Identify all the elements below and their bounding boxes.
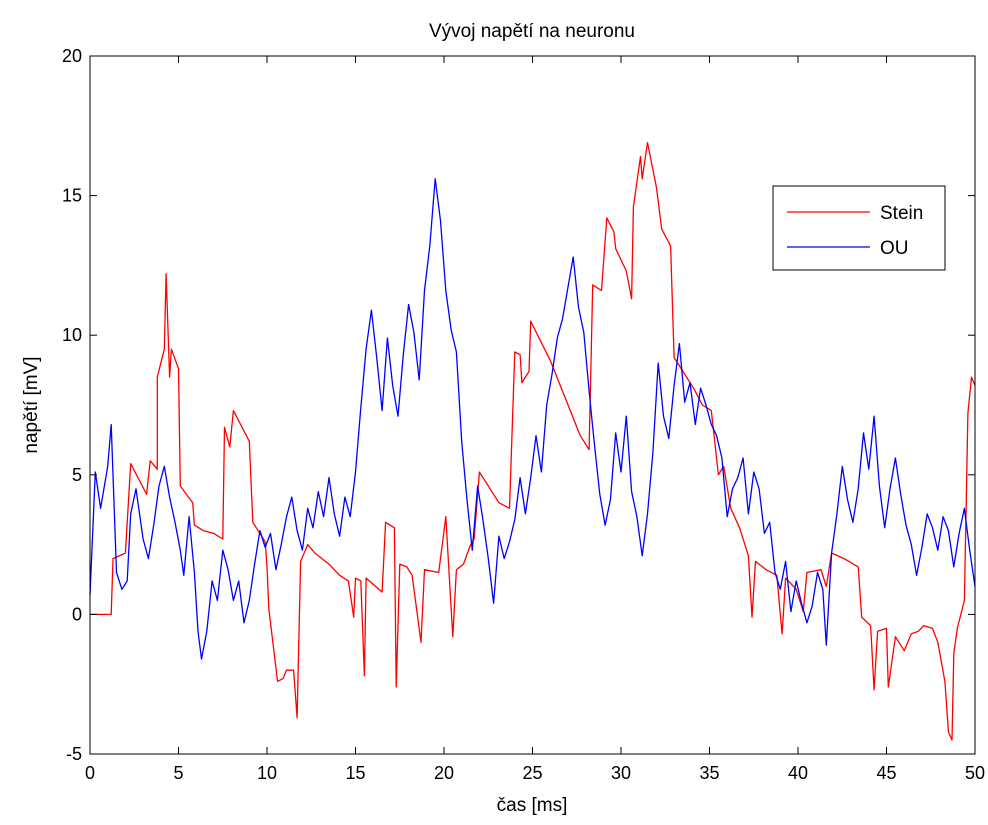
- x-tick-label: 35: [699, 763, 719, 783]
- x-tick-label: 25: [522, 763, 542, 783]
- series-layer: [89, 141, 976, 741]
- series-line-stein: [90, 141, 976, 741]
- x-tick-label: 5: [173, 763, 183, 783]
- y-tick-label: 20: [62, 46, 82, 66]
- chart-title: Vývoj napětí na neuronu: [429, 21, 635, 42]
- legend: Stein OU: [772, 185, 946, 271]
- y-tick-label: 5: [72, 465, 82, 485]
- x-tick-label: 45: [876, 763, 896, 783]
- y-tick-label: 0: [72, 604, 82, 624]
- legend-label-stein: Stein: [880, 203, 923, 224]
- x-tick-label: 15: [345, 763, 365, 783]
- x-tick-label: 10: [257, 763, 277, 783]
- plot-area: [90, 56, 975, 754]
- y-tick-label: 15: [62, 186, 82, 206]
- series-line-ou: [89, 178, 976, 660]
- x-tick-label: 20: [434, 763, 454, 783]
- x-axis-title: čas [ms]: [497, 795, 568, 816]
- y-tick-label: 10: [62, 325, 82, 345]
- x-ticks: 0 5 10 15 20 25 30 35 40 45 50: [85, 56, 985, 783]
- x-tick-label: 30: [611, 763, 631, 783]
- y-tick-label: -5: [66, 744, 82, 764]
- legend-box: [772, 185, 946, 271]
- x-tick-label: 40: [788, 763, 808, 783]
- y-ticks: -5 0 5 10 15 20: [62, 46, 975, 764]
- y-axis-title: napětí [mV]: [21, 356, 42, 453]
- legend-label-ou: OU: [880, 238, 909, 259]
- x-tick-label: 50: [965, 763, 985, 783]
- x-tick-label: 0: [85, 763, 95, 783]
